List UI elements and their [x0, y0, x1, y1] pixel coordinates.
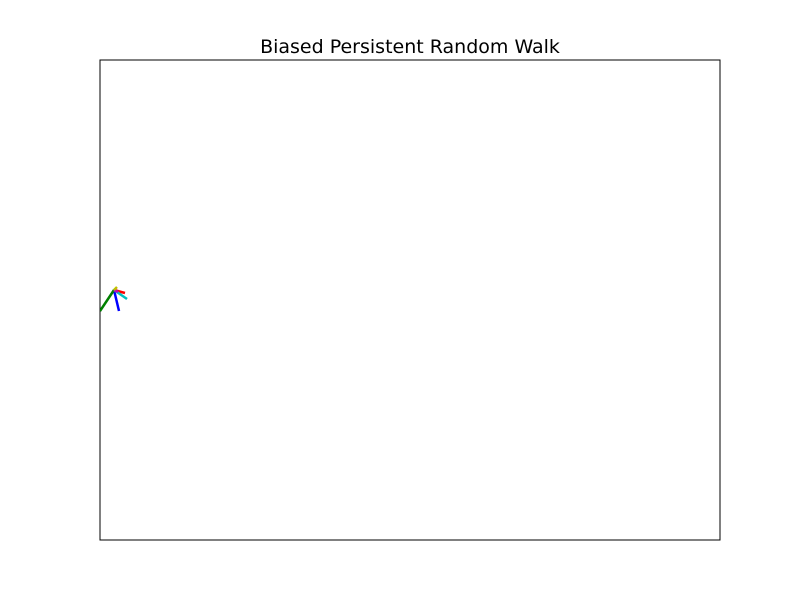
- walk-trajectory-2: [100, 289, 116, 312]
- walk-trajectory-1: [112, 289, 121, 312]
- walk-trajectory-6: [113, 286, 118, 291]
- chart-title: Biased Persistent Random Walk: [260, 36, 560, 58]
- plot-area-frame: [99, 59, 721, 541]
- series-layer: [100, 286, 128, 312]
